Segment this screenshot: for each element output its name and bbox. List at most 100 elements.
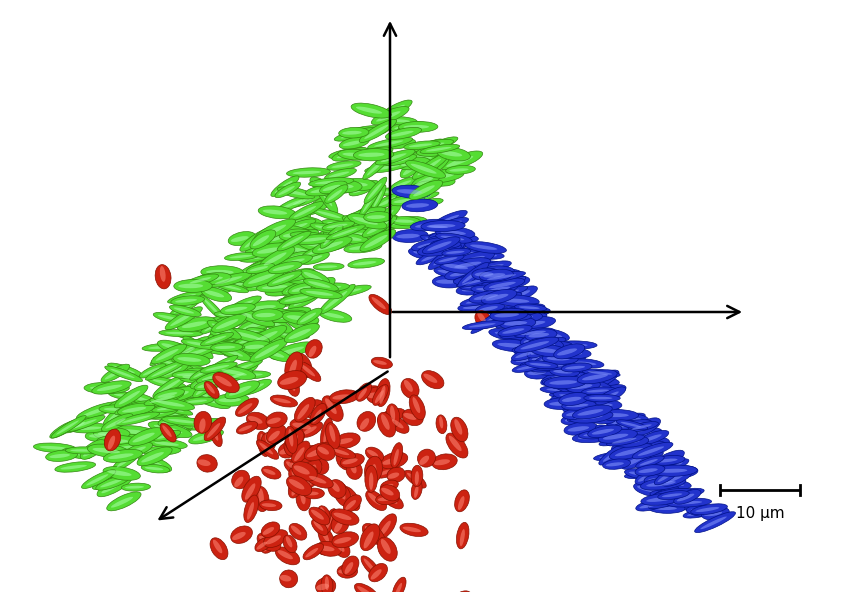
Ellipse shape bbox=[569, 390, 609, 400]
Ellipse shape bbox=[217, 366, 256, 379]
Ellipse shape bbox=[338, 569, 352, 574]
Ellipse shape bbox=[592, 429, 614, 435]
Ellipse shape bbox=[436, 415, 447, 434]
Ellipse shape bbox=[99, 405, 135, 414]
Ellipse shape bbox=[292, 480, 300, 496]
Ellipse shape bbox=[638, 430, 669, 445]
Ellipse shape bbox=[150, 398, 195, 410]
Ellipse shape bbox=[336, 541, 344, 552]
Ellipse shape bbox=[536, 345, 564, 349]
Ellipse shape bbox=[615, 437, 638, 440]
Ellipse shape bbox=[229, 349, 251, 354]
Ellipse shape bbox=[252, 278, 280, 288]
Ellipse shape bbox=[292, 353, 312, 378]
Ellipse shape bbox=[101, 414, 133, 432]
Ellipse shape bbox=[476, 288, 501, 291]
Ellipse shape bbox=[292, 197, 316, 205]
Ellipse shape bbox=[530, 345, 567, 357]
Ellipse shape bbox=[357, 586, 373, 592]
Ellipse shape bbox=[575, 379, 595, 386]
Ellipse shape bbox=[269, 262, 302, 274]
Ellipse shape bbox=[547, 356, 570, 361]
Ellipse shape bbox=[623, 439, 656, 448]
Ellipse shape bbox=[575, 414, 604, 420]
Ellipse shape bbox=[469, 290, 507, 303]
Ellipse shape bbox=[125, 486, 144, 488]
Ellipse shape bbox=[426, 173, 454, 179]
Ellipse shape bbox=[122, 410, 154, 422]
Ellipse shape bbox=[313, 409, 321, 423]
Ellipse shape bbox=[417, 449, 435, 467]
Ellipse shape bbox=[516, 356, 541, 362]
Ellipse shape bbox=[190, 375, 218, 389]
Ellipse shape bbox=[639, 469, 672, 481]
Ellipse shape bbox=[172, 348, 196, 354]
Ellipse shape bbox=[292, 462, 317, 481]
Ellipse shape bbox=[275, 547, 300, 565]
Ellipse shape bbox=[617, 414, 649, 424]
Ellipse shape bbox=[210, 328, 249, 341]
Ellipse shape bbox=[310, 188, 336, 193]
Ellipse shape bbox=[172, 337, 209, 362]
Ellipse shape bbox=[489, 287, 510, 292]
Ellipse shape bbox=[346, 182, 368, 186]
Ellipse shape bbox=[397, 189, 422, 194]
Ellipse shape bbox=[149, 401, 193, 415]
Ellipse shape bbox=[507, 331, 538, 340]
Ellipse shape bbox=[582, 369, 620, 377]
Ellipse shape bbox=[218, 284, 241, 290]
Ellipse shape bbox=[333, 513, 352, 520]
Ellipse shape bbox=[173, 400, 198, 406]
Ellipse shape bbox=[586, 390, 609, 392]
Ellipse shape bbox=[661, 459, 689, 472]
Ellipse shape bbox=[316, 542, 342, 556]
Ellipse shape bbox=[151, 365, 178, 377]
Ellipse shape bbox=[403, 163, 417, 175]
Ellipse shape bbox=[299, 476, 307, 490]
Ellipse shape bbox=[264, 252, 286, 266]
Ellipse shape bbox=[108, 363, 143, 377]
Ellipse shape bbox=[401, 378, 419, 398]
Ellipse shape bbox=[417, 242, 462, 256]
Ellipse shape bbox=[112, 366, 135, 374]
Ellipse shape bbox=[643, 472, 686, 488]
Ellipse shape bbox=[631, 471, 660, 476]
Ellipse shape bbox=[549, 391, 595, 398]
Ellipse shape bbox=[514, 337, 558, 352]
Ellipse shape bbox=[120, 404, 142, 412]
Ellipse shape bbox=[639, 437, 670, 448]
Ellipse shape bbox=[354, 149, 394, 161]
Ellipse shape bbox=[277, 243, 316, 257]
Ellipse shape bbox=[489, 305, 524, 316]
Ellipse shape bbox=[201, 362, 237, 373]
Ellipse shape bbox=[443, 264, 468, 269]
Ellipse shape bbox=[167, 405, 186, 422]
Ellipse shape bbox=[296, 234, 320, 238]
Ellipse shape bbox=[653, 456, 676, 468]
Ellipse shape bbox=[304, 443, 332, 461]
Ellipse shape bbox=[264, 539, 272, 552]
Ellipse shape bbox=[229, 337, 252, 344]
Ellipse shape bbox=[653, 472, 685, 481]
Ellipse shape bbox=[373, 191, 382, 207]
Ellipse shape bbox=[473, 294, 498, 300]
Ellipse shape bbox=[389, 119, 411, 123]
Ellipse shape bbox=[399, 121, 438, 132]
Ellipse shape bbox=[141, 432, 161, 440]
Ellipse shape bbox=[286, 476, 312, 496]
Ellipse shape bbox=[497, 343, 524, 348]
Ellipse shape bbox=[487, 267, 518, 281]
Ellipse shape bbox=[233, 330, 275, 346]
Ellipse shape bbox=[154, 389, 184, 401]
Ellipse shape bbox=[542, 348, 573, 356]
Ellipse shape bbox=[649, 451, 684, 471]
Ellipse shape bbox=[165, 356, 190, 368]
Ellipse shape bbox=[177, 342, 201, 358]
Ellipse shape bbox=[214, 336, 235, 339]
Ellipse shape bbox=[593, 451, 633, 461]
Ellipse shape bbox=[381, 414, 389, 430]
Ellipse shape bbox=[422, 371, 444, 389]
Ellipse shape bbox=[283, 259, 305, 265]
Ellipse shape bbox=[556, 357, 579, 360]
Ellipse shape bbox=[207, 383, 215, 394]
